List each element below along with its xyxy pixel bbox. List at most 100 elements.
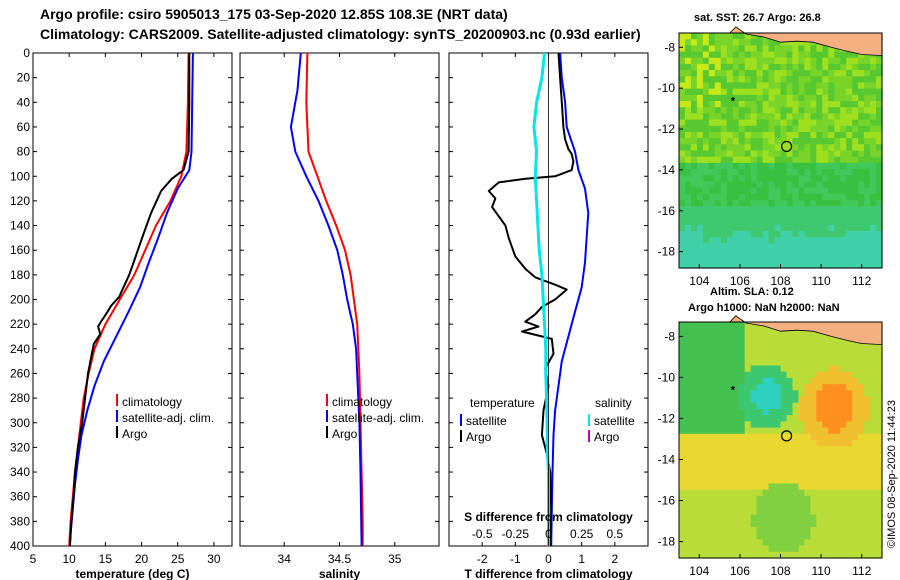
map-cell bbox=[852, 206, 859, 213]
map-cell bbox=[679, 489, 686, 497]
map-cell bbox=[696, 51, 704, 59]
map-cell bbox=[780, 101, 788, 108]
map-cell bbox=[852, 440, 859, 447]
map-cell bbox=[732, 353, 740, 360]
map-cell bbox=[679, 384, 686, 391]
map-cell bbox=[870, 107, 877, 114]
map-cell bbox=[786, 156, 794, 164]
map-cell bbox=[828, 70, 835, 77]
map-cell bbox=[702, 390, 710, 398]
map-cell bbox=[684, 212, 692, 220]
map-cell bbox=[870, 76, 877, 84]
map-cell bbox=[780, 82, 788, 90]
map-cell bbox=[774, 88, 782, 96]
map-cell bbox=[744, 249, 752, 257]
map-cell bbox=[822, 63, 829, 71]
map-cell bbox=[858, 533, 865, 540]
map-cell bbox=[750, 446, 758, 454]
map-cell bbox=[798, 261, 805, 269]
map-cell bbox=[738, 483, 746, 491]
map-cell bbox=[852, 63, 859, 71]
map-cell bbox=[786, 261, 794, 269]
map-cell bbox=[684, 415, 692, 422]
map-cell bbox=[786, 396, 794, 404]
map-cell bbox=[714, 508, 722, 516]
map-cell bbox=[756, 508, 764, 516]
map-cell bbox=[762, 471, 770, 478]
map-cell bbox=[786, 101, 794, 108]
map-cell bbox=[846, 107, 853, 114]
map-cell bbox=[828, 427, 835, 435]
map-cell bbox=[720, 421, 728, 429]
map-cell bbox=[840, 261, 847, 269]
map-cell bbox=[744, 433, 752, 441]
map-cell bbox=[822, 377, 829, 385]
legend-temperature-header: temperature bbox=[470, 396, 535, 410]
x-tick-label: 0 bbox=[545, 552, 552, 566]
map-cell bbox=[816, 421, 823, 429]
map-cell bbox=[679, 340, 686, 348]
map-cell bbox=[756, 489, 764, 497]
map-cell bbox=[864, 212, 871, 220]
map-cell bbox=[864, 539, 871, 547]
map-cell bbox=[828, 150, 835, 158]
map-cell bbox=[684, 377, 692, 385]
map-cell bbox=[804, 138, 811, 145]
map-cell bbox=[780, 144, 788, 152]
map-cell bbox=[870, 440, 877, 447]
map-cell bbox=[786, 359, 794, 367]
map-cell bbox=[828, 415, 835, 422]
map-cell bbox=[870, 249, 877, 257]
map-cell bbox=[858, 408, 865, 416]
map-cell bbox=[744, 224, 752, 232]
series-line-satellite-adj-clim- bbox=[289, 52, 363, 547]
map-cell bbox=[679, 119, 686, 127]
map-cell bbox=[816, 396, 823, 404]
map-cell bbox=[768, 427, 776, 435]
map-cell bbox=[804, 489, 811, 497]
map-cell bbox=[780, 328, 788, 336]
map-cell bbox=[870, 187, 877, 195]
map-cell bbox=[810, 181, 817, 189]
map-cell bbox=[858, 162, 865, 170]
map-cell bbox=[870, 427, 877, 435]
map-cell bbox=[786, 514, 794, 522]
map-cell bbox=[702, 125, 710, 133]
map-cell bbox=[864, 353, 871, 360]
map-cell bbox=[858, 249, 865, 257]
map-cell bbox=[714, 477, 722, 485]
map-cell bbox=[768, 156, 776, 164]
map-cell bbox=[792, 237, 800, 244]
map-cell bbox=[798, 508, 805, 516]
map-cell bbox=[762, 452, 770, 460]
map-x-tick-label: 110 bbox=[812, 274, 831, 288]
map-cell bbox=[834, 255, 841, 263]
map-cell bbox=[792, 88, 800, 96]
map-cell bbox=[840, 57, 847, 65]
map-cell bbox=[726, 193, 734, 201]
map-cell bbox=[732, 249, 740, 257]
x-axis-label: salinity bbox=[319, 567, 361, 580]
map-cell bbox=[744, 353, 752, 360]
map-cell bbox=[696, 526, 704, 534]
map-cell bbox=[684, 144, 692, 152]
map-cell bbox=[816, 489, 823, 497]
map-cell bbox=[828, 353, 835, 360]
map-cell bbox=[804, 359, 811, 367]
map-cell bbox=[846, 495, 853, 503]
map-cell bbox=[732, 340, 740, 348]
map-cell bbox=[798, 237, 805, 244]
map-cell bbox=[720, 415, 728, 422]
y-tick-label: 60 bbox=[17, 120, 31, 134]
map-cell bbox=[750, 545, 758, 553]
map-cell bbox=[804, 545, 811, 553]
map-cell bbox=[750, 322, 758, 329]
map-cell bbox=[822, 514, 829, 522]
map-cell bbox=[876, 169, 883, 176]
map-cell bbox=[846, 212, 853, 220]
map-cell bbox=[750, 365, 758, 373]
map-cell bbox=[679, 88, 686, 96]
map-cell bbox=[744, 193, 752, 201]
map-cell bbox=[756, 101, 764, 108]
map-cell bbox=[720, 502, 728, 509]
